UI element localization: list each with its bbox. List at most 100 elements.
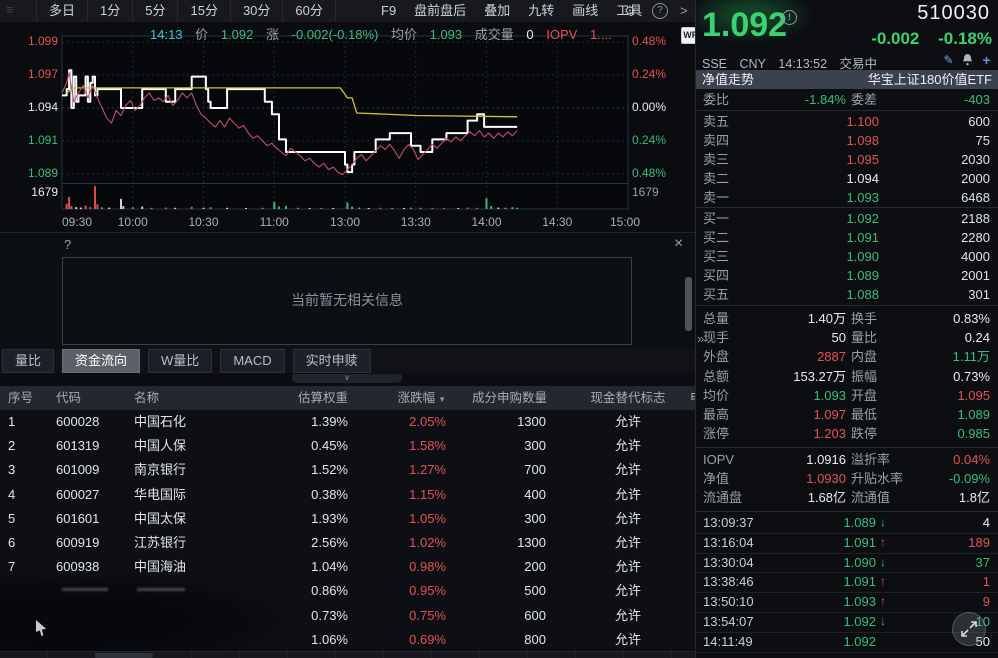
cell-code <box>48 579 126 603</box>
table-row-1[interactable]: 1 600028 中国石化 1.39% 2.05% 1300 允许 <box>0 410 695 434</box>
info-circle-icon[interactable]: ! <box>782 10 797 25</box>
cell-qty: 500 <box>524 583 546 599</box>
tick-volume: 1 <box>982 574 990 590</box>
tick-row-2[interactable]: 13:16:04 1.091 ↑ 189 <box>696 533 998 554</box>
cell-weight: 0.73% <box>311 607 348 623</box>
table-row-2[interactable]: 2 601319 中国人保 0.45% 1.58% 300 允许 <box>0 434 695 458</box>
help-icon[interactable]: ? <box>652 3 668 19</box>
horizontal-scrollbar-thumb[interactable] <box>95 653 153 658</box>
header-cell-7[interactable]: 现金替代标志 <box>590 391 666 405</box>
tick-row-5[interactable]: 13:50:10 1.093 ↑ 9 <box>696 592 998 613</box>
tick-row-6[interactable]: 13:54:07 1.092 ↓ 10 <box>696 612 998 633</box>
header-cell-4[interactable]: 估算权重 <box>297 391 348 405</box>
cell-qty: 300 <box>524 510 546 526</box>
stat-value: 1.089 <box>957 407 990 422</box>
weicha-label: 委差 <box>851 92 878 107</box>
toolbar-action-4[interactable]: 九转 <box>528 3 555 18</box>
chevron-right-icon[interactable]: > <box>680 3 688 18</box>
table-row-9[interactable]: 0.73% 0.75% 600 允许 <box>0 604 695 628</box>
header-cell-2[interactable]: 代码 <box>56 391 82 405</box>
volume-axis-label-right: 1679 <box>632 185 659 199</box>
time-axis-label: 10:00 <box>117 215 148 229</box>
toolbar-action-2[interactable]: 盘前盘后 <box>414 3 467 18</box>
toolbar-action-1[interactable]: F9 <box>381 3 397 18</box>
tab-1[interactable]: 量比 <box>2 349 55 373</box>
edit-pencil-icon[interactable]: ✎ <box>943 53 954 67</box>
stat-value: 0.83% <box>953 311 990 326</box>
level-volume: 2280 <box>961 230 990 245</box>
cell-change: 0.98% <box>409 559 446 575</box>
table-row-4[interactable]: 4 600027 华电国际 0.38% 1.15% 400 允许 <box>0 483 695 507</box>
tab-5[interactable]: 实时申赎 <box>292 349 371 373</box>
ask-level-3[interactable]: 卖三 1.095 2030 <box>696 150 998 169</box>
header-cell-6[interactable]: 成分申购数量 <box>472 391 548 405</box>
stat-label: 流通盘 <box>703 490 743 506</box>
collapse-handle[interactable]: ∨ <box>292 374 402 383</box>
table-row-3[interactable]: 3 601009 南京银行 1.52% 1.27% 700 允许 <box>0 458 695 482</box>
toolbar-action-5[interactable]: 画线 <box>572 3 599 18</box>
tab-2[interactable]: 资金流向 <box>62 349 141 373</box>
weicha-value: -403 <box>963 92 990 107</box>
cell-cash-flag: 允许 <box>614 414 641 429</box>
bid-level-4[interactable]: 买四 1.089 2001 <box>696 266 998 285</box>
series-price <box>62 69 518 174</box>
header-cell-1[interactable]: 序号 <box>8 391 34 405</box>
change-label: 涨 <box>265 27 279 42</box>
stat-label: 总额 <box>703 368 730 384</box>
tick-row-4[interactable]: 13:38:46 1.091 ↑ 1 <box>696 572 998 594</box>
add-plus-icon[interactable]: + <box>982 52 991 68</box>
toolbar-action-3[interactable]: 叠加 <box>484 3 511 18</box>
period-tab-5[interactable]: 30分 <box>231 0 284 22</box>
expand-chevrons-icon[interactable]: » <box>697 331 705 346</box>
right-axis-label: 0.48% <box>632 166 667 180</box>
tick-row-7[interactable]: 14:11:49 1.092 50 <box>696 632 998 653</box>
period-tab-4[interactable]: 15分 <box>178 0 231 22</box>
bid-level-2[interactable]: 买二 1.091 2280 <box>696 228 998 247</box>
cell-seq: 1 <box>8 414 16 429</box>
header-cell-5[interactable]: 涨跌幅 ▼ <box>397 391 446 405</box>
cell-name: 中国石化 <box>134 414 187 429</box>
tab-3[interactable]: W量比 <box>148 349 213 373</box>
tick-row-1[interactable]: 13:09:37 1.089 ↓ 4 <box>696 513 998 534</box>
table-row-7[interactable]: 7 600938 中国海油 1.04% 0.98% 200 允许 <box>0 555 695 579</box>
table-row-10[interactable]: 1.06% 0.69% 800 允许 <box>0 628 695 652</box>
period-tab-3[interactable]: 5分 <box>133 0 179 22</box>
last-price: 1.092 <box>702 6 788 44</box>
level-volume: 2001 <box>961 268 990 283</box>
level-price: 1.089 <box>846 268 879 283</box>
ask-level-2[interactable]: 卖二 1.094 2000 <box>696 169 998 188</box>
expand-float-button[interactable] <box>952 612 986 646</box>
panel-close-icon[interactable]: × <box>674 235 684 252</box>
tick-row-3[interactable]: 13:30:04 1.090 ↓ 37 <box>696 553 998 574</box>
arrow-up-icon: ↑ <box>880 594 886 609</box>
nav-valuation-bar[interactable]: 净值走势 华宝上证180价值ETF <box>696 70 998 89</box>
period-tab-2[interactable]: 1分 <box>88 0 134 22</box>
toolbar-action-6[interactable]: 工具 <box>616 3 643 18</box>
cell-seq <box>0 604 48 628</box>
alert-bell-icon[interactable] <box>960 53 975 68</box>
bid-level-1[interactable]: 买一 1.092 2188 <box>696 209 998 228</box>
bid-level-5[interactable]: 买五 1.088 301 <box>696 285 998 304</box>
nav-title[interactable]: 净值走势 <box>702 72 755 87</box>
ask-level-5[interactable]: 卖五 1.100 600 <box>696 112 998 131</box>
level-volume: 75 <box>975 133 990 148</box>
ask-level-1[interactable]: 卖一 1.093 6468 <box>696 188 998 207</box>
header-cell-3[interactable]: 名称 <box>134 391 160 405</box>
stat-label: 净值 <box>703 471 730 487</box>
table-row-8[interactable]: 0.86% 0.95% 500 允许 <box>0 579 695 603</box>
menu-icon[interactable]: ≡ <box>6 2 14 17</box>
timeshare-chart[interactable]: 1.099 1.097 1.094 1.091 1.089 1679 0.48% 0.24%… <box>0 22 700 232</box>
ask-level-4[interactable]: 卖四 1.098 75 <box>696 131 998 150</box>
panel-help-icon[interactable]: ? <box>64 237 72 252</box>
cell-name: 中国海油 <box>134 559 187 575</box>
table-row-5[interactable]: 5 601601 中国太保 1.93% 1.05% 300 允许 <box>0 507 695 531</box>
table-row-6[interactable]: 6 600919 江苏银行 2.56% 1.02% 1300 允许 <box>0 531 695 555</box>
header-cell-8[interactable]: 申购 <box>682 386 695 410</box>
period-tab-6[interactable]: 60分 <box>283 0 336 22</box>
tab-4[interactable]: MACD <box>220 349 285 373</box>
settings-gear-icon[interactable]: ⚙ <box>624 3 636 18</box>
vertical-scrollbar-thumb[interactable] <box>685 277 692 331</box>
bid-level-3[interactable]: 买三 1.090 4000 <box>696 247 998 266</box>
cell-name: 南京银行 <box>134 462 187 478</box>
period-tab-1[interactable]: 多日 <box>36 0 89 22</box>
